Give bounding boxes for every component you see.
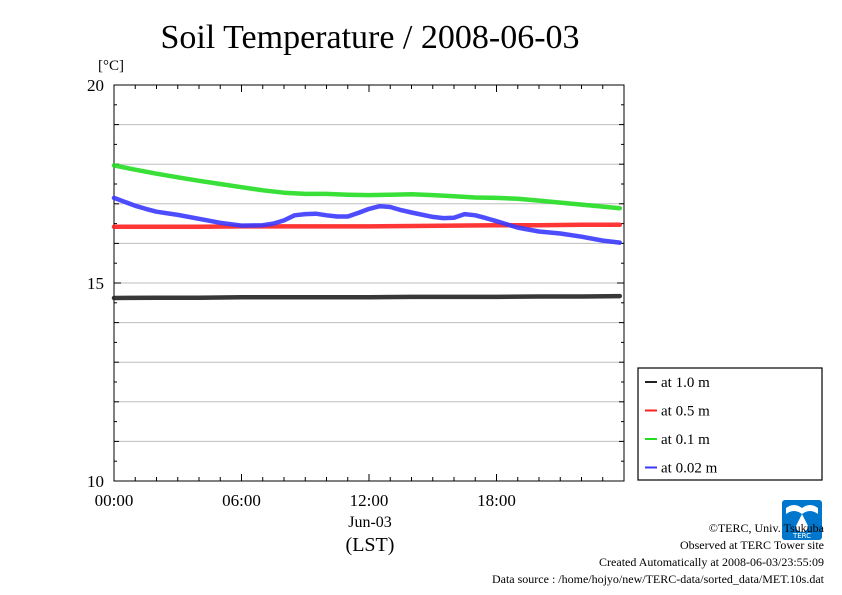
x-tick-label: 06:00 — [222, 491, 261, 510]
site-text: Observed at TERC Tower site — [679, 538, 824, 552]
series-line-at-0-02-m — [111, 195, 623, 245]
legend-label: at 0.02 m — [661, 461, 718, 477]
y-axis-label: [°C] — [98, 58, 124, 74]
series-line-at-0-5-m — [111, 222, 623, 230]
x-axis-label: (LST) — [346, 534, 395, 556]
source-text: Data source : /home/hojyo/new/TERC-data/… — [491, 572, 824, 586]
x-tick-label: 18:00 — [477, 491, 516, 510]
legend-box — [637, 367, 823, 481]
y-tick-label: 20 — [87, 76, 104, 95]
copyright-text: ©TERC, Univ. Tsukuba — [708, 521, 824, 535]
created-text: Created Automatically at 2008-06-03/23:5… — [599, 555, 824, 569]
x-axis: 00:00 06:00 12:00 18:00 — [95, 85, 625, 510]
series-line-at-1-0-m — [111, 293, 623, 301]
legend-label: at 0.5 m — [661, 404, 710, 420]
terc-logo: TERC — [782, 500, 822, 540]
x-tick-label: 00:00 — [95, 491, 134, 510]
legend: at 1.0 m at 0.5 m at 0.1 m at 0.02 m — [637, 367, 823, 481]
x-tick-label: 12:00 — [350, 491, 389, 510]
grid-lines — [114, 124, 624, 442]
y-axis: 20 15 10 — [87, 76, 624, 491]
chart-title: Soil Temperature / 2008-06-03 — [160, 19, 579, 56]
legend-label: at 0.1 m — [661, 432, 710, 448]
y-tick-label: 10 — [87, 472, 104, 491]
series-group — [111, 163, 623, 301]
y-tick-label: 15 — [87, 274, 104, 293]
svg-text:TERC: TERC — [792, 532, 811, 540]
x-axis-date-label: Jun-03 — [348, 514, 392, 531]
legend-label: at 1.0 m — [661, 375, 710, 391]
series-line-at-0-1-m — [111, 163, 623, 211]
